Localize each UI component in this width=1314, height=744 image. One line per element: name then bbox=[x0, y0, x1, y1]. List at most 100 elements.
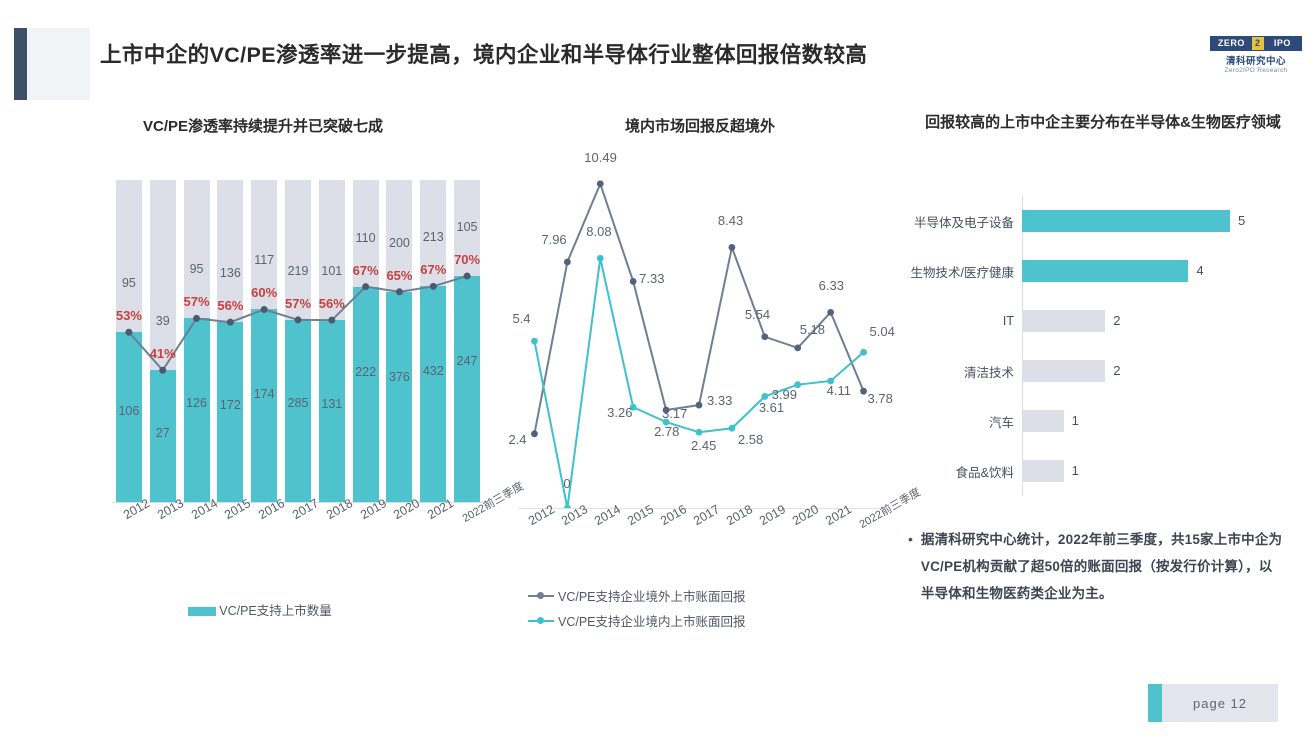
overseas-return-label: 3.17 bbox=[662, 406, 688, 422]
bar-value-label-non-vcpe: 95 bbox=[189, 262, 204, 277]
hbar-row: 半导体及电子设备 5 bbox=[906, 206, 1296, 236]
bar-segment-non-vcpe bbox=[251, 180, 278, 310]
logo-ipo-text: IPO bbox=[1263, 37, 1301, 50]
bar-segment-non-vcpe bbox=[318, 180, 345, 321]
domestic-return-label: 5.04 bbox=[869, 324, 895, 340]
bar-value-label-vcpe: 174 bbox=[253, 387, 275, 402]
bar-segment-non-vcpe bbox=[149, 180, 176, 371]
overseas-return-label: 6.33 bbox=[818, 278, 844, 294]
chart-title-returns: 境内市场回报反超境外 bbox=[624, 118, 775, 135]
bar-column: 110 222 bbox=[352, 180, 379, 502]
penetration-rate-label: 70% bbox=[454, 252, 481, 268]
bar-segment-vcpe bbox=[285, 319, 311, 502]
hbar-value-label: 5 bbox=[1238, 213, 1246, 228]
overseas-return-label: 3.33 bbox=[707, 393, 733, 409]
penetration-rate-label: 56% bbox=[318, 296, 345, 312]
bar-segment-vcpe bbox=[183, 318, 210, 502]
overseas-return-label: 3.78 bbox=[867, 391, 893, 407]
bar-segment-non-vcpe bbox=[420, 180, 447, 287]
bar-chart-legend: VC/PE支持上市数量 bbox=[20, 600, 500, 619]
penetration-rate-label: 41% bbox=[149, 346, 176, 362]
hbar-track: 5 bbox=[1022, 206, 1296, 236]
domestic-return-label: 3.26 bbox=[607, 405, 633, 421]
legend-label-domestic: VC/PE支持企业境内上市账面回报 bbox=[558, 615, 746, 629]
bar-value-label-non-vcpe: 95 bbox=[121, 276, 136, 291]
overseas-return-label: 7.96 bbox=[541, 231, 567, 247]
hbar-fill bbox=[1022, 460, 1064, 482]
bullet-icon: • bbox=[908, 531, 913, 547]
bar-segment-vcpe bbox=[386, 291, 413, 502]
hbar-row: 生物技术/医疗健康 4 bbox=[906, 256, 1296, 286]
hbar-row: IT 2 bbox=[906, 306, 1296, 336]
bar-segment-vcpe bbox=[420, 286, 447, 502]
industry-note: • 据清科研究中心统计，2022年前三季度，共15家上市中企为VC/PE机构贡献… bbox=[908, 526, 1284, 607]
bar-column: 105 247 bbox=[454, 180, 481, 502]
bar-value-label-vcpe: 126 bbox=[186, 395, 207, 410]
logo-wordmark: ZERO 2 IPO bbox=[1210, 36, 1302, 51]
domestic-return-label: 2.78 bbox=[654, 424, 680, 440]
bar-chart-x-axis bbox=[112, 502, 490, 503]
bar-value-label-vcpe: 376 bbox=[389, 369, 410, 384]
penetration-rate-label: 53% bbox=[115, 308, 142, 324]
penetration-rate-label: 57% bbox=[183, 294, 210, 310]
hbar-track: 1 bbox=[1022, 456, 1296, 486]
domestic-return-label: 0 bbox=[563, 476, 571, 491]
bar-segment-vcpe bbox=[352, 286, 379, 502]
bar-segment-vcpe bbox=[454, 276, 481, 502]
hbar-row: 清洁技术 2 bbox=[906, 356, 1296, 386]
hbar-fill bbox=[1022, 360, 1106, 382]
bar-segment-non-vcpe bbox=[183, 180, 210, 319]
bar-value-label-vcpe: 285 bbox=[287, 396, 309, 411]
bar-column: 117 174 bbox=[251, 180, 278, 502]
legend-swatch-vcpe-count bbox=[188, 607, 217, 617]
chart-title-penetration: VC/PE渗透率持续提升并已突破七成 bbox=[142, 118, 384, 135]
hbar-chart-plot-area: 半导体及电子设备 5 生物技术/医疗健康 4 IT 2 清洁技术 2 汽车 1 食品&饮料 1 bbox=[906, 196, 1296, 496]
footer-accent-bar bbox=[1148, 684, 1162, 722]
bar-segment-non-vcpe bbox=[285, 180, 311, 320]
hbar-value-label: 1 bbox=[1071, 463, 1079, 478]
hbar-category-label: IT bbox=[1002, 314, 1014, 328]
overseas-return-label: 8.43 bbox=[717, 213, 744, 229]
hbar-value-label: 2 bbox=[1113, 313, 1121, 328]
bar-value-label-non-vcpe: 200 bbox=[389, 235, 410, 250]
hbar-fill bbox=[1022, 310, 1106, 332]
bar-value-label-non-vcpe: 213 bbox=[422, 230, 444, 245]
hbar-fill bbox=[1022, 410, 1064, 432]
zero2ipo-logo: ZERO 2 IPO 清科研究中心 Zero2IPO Research bbox=[1210, 36, 1302, 74]
legend-item-overseas: VC/PE支持企业境外上市账面回报 bbox=[528, 586, 898, 605]
bar-value-label-vcpe: 222 bbox=[355, 364, 377, 379]
legend-marker-overseas bbox=[528, 592, 554, 599]
penetration-rate-label: 67% bbox=[352, 262, 379, 278]
domestic-return-label: 3.99 bbox=[771, 386, 798, 402]
hbar-category-label: 半导体及电子设备 bbox=[913, 215, 1014, 230]
domestic-return-label: 2.45 bbox=[691, 438, 717, 454]
hbar-row: 汽车 1 bbox=[906, 406, 1296, 436]
return-multiple-lines bbox=[531, 180, 867, 508]
logo-zero-text: ZERO bbox=[1211, 37, 1252, 50]
hbar-category-label: 生物技术/医疗健康 bbox=[910, 265, 1014, 280]
line-chart-x-axis bbox=[518, 508, 886, 509]
hbar-chart-y-axis bbox=[1022, 196, 1023, 496]
bar-value-label-non-vcpe: 101 bbox=[321, 264, 343, 279]
overseas-return-label: 2.4 bbox=[508, 431, 527, 447]
bar-segment-non-vcpe bbox=[454, 180, 481, 277]
bar-segment-vcpe bbox=[318, 320, 345, 502]
hbar-value-label: 1 bbox=[1071, 413, 1079, 428]
bar-column: 136 172 bbox=[217, 180, 244, 502]
bar-column: 213 432 bbox=[420, 180, 447, 502]
bar-value-label-non-vcpe: 136 bbox=[219, 266, 241, 281]
bar-column: 95 126 bbox=[183, 180, 210, 502]
hbar-fill bbox=[1022, 260, 1189, 282]
chart-panel-industry: 回报较高的上市中企主要分布在半导体&生物医疗领域 半导体及电子设备 5 生物技术/医… bbox=[900, 108, 1300, 668]
hbar-category-label: 食品&饮料 bbox=[955, 465, 1014, 480]
bar-column: 39 27 bbox=[149, 180, 176, 502]
domestic-return-label: 3.61 bbox=[758, 400, 785, 416]
hbar-value-label: 2 bbox=[1113, 363, 1121, 378]
hbar-row: 食品&饮料 1 bbox=[906, 456, 1296, 486]
bar-column: 101 131 bbox=[318, 180, 345, 502]
bar-segment-vcpe bbox=[115, 332, 142, 502]
line-chart-plot-area: 2.4 7.96 10.49 7.33 3.17 3.33 8.43 5.54 5.18 6.33… bbox=[508, 150, 895, 508]
overseas-return-label: 5.54 bbox=[744, 306, 771, 322]
penetration-rate-line bbox=[125, 272, 471, 374]
